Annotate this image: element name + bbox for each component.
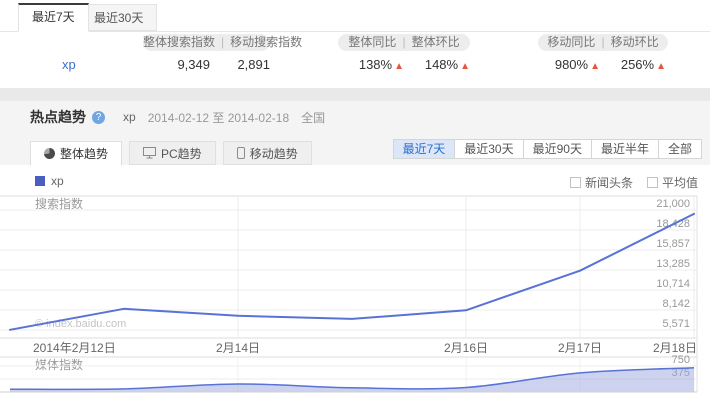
checkbox-average[interactable]: 平均值 [646,174,698,191]
y-axis-tick-label: 15,857 [656,238,690,250]
overall-mom-value: 148% ▲ [424,57,470,72]
tab-mobile-trend-label: 移动趋势 [249,146,298,161]
media-y-tick-label: 750 [672,354,690,366]
tab-overall-trend[interactable]: 整体趋势 [30,141,123,166]
x-axis-tick-label: 2月14日 [216,341,260,355]
y-axis-tick-label: 21,000 [656,198,690,210]
hot-trend-title: 热点趋势 [30,109,86,125]
range-all[interactable]: 全部 [658,139,702,159]
search-index-label: 搜索指数 [35,196,83,211]
y-axis-tick-label: 5,571 [662,318,690,330]
period-tab-bar: 最近7天 最近30天 [0,3,710,32]
up-arrow-icon: ▲ [394,61,404,72]
trend-keyword: xp [123,110,136,124]
watermark: © index.baidu.com [35,318,126,330]
media-index-line [9,366,695,391]
legend-keyword-label: xp [51,174,64,188]
tab-pc-trend[interactable]: PC趋势 [129,141,216,165]
header-overall-search-index: 整体搜索指数 [143,35,216,49]
header-mobile-yoy: 移动同比 [547,35,596,49]
header-overall-yoy: 整体同比 [348,35,397,49]
mobile-yoy-value: 980% ▲ [554,57,600,72]
overall-yoy-value: 138% ▲ [358,57,404,72]
range-last-90-days[interactable]: 最近90天 [523,139,592,159]
hot-trend-header: 热点趋势 ? xp 2014-02-12 至 2014-02-18 全国 整体趋… [0,101,710,166]
tab-last-7-days[interactable]: 最近7天 [18,3,89,32]
pie-icon [44,148,55,159]
chart-legend: xp [35,174,64,188]
mobile-search-index-value: 2,891 [237,57,270,72]
header-search-index-group: 整体搜索指数 | 移动搜索指数 [143,34,302,51]
up-arrow-icon: ▲ [656,61,666,72]
header-separator: | [402,35,406,49]
trend-chart[interactable]: 21,00018,42815,85713,28510,7148,1425,571… [0,195,710,400]
trend-region: 全国 [301,110,326,125]
checkbox-news-headlines-label: 新闻头条 [584,176,633,190]
y-axis-tick-label: 13,285 [656,258,690,270]
x-axis-tick-label: 2月17日 [558,341,602,355]
x-axis-tick-label: 2014年2月12日 [33,341,116,355]
header-overall-mom: 整体环比 [411,35,460,49]
search-trend-line [9,212,695,331]
keyword-link[interactable]: xp [62,57,76,72]
y-axis-tick-label: 10,714 [656,278,690,290]
trend-chart-card: xp 新闻头条 平均值 21,000 18,428 15,857 13,285 10,7… [0,165,710,400]
monitor-icon [143,147,157,159]
tab-last-30-days[interactable]: 最近30天 [80,4,158,31]
range-last-7-days[interactable]: 最近7天 [392,139,456,159]
range-last-half-year[interactable]: 最近半年 [591,139,659,159]
x-axis-tick-label: 2月16日 [444,341,488,355]
header-mobile-compare-group: 移动同比 | 移动环比 [538,34,668,51]
chart-overlay-options: 新闻头条 平均值 [569,174,698,191]
checkbox-icon [646,177,658,188]
section-divider [0,88,710,101]
help-icon[interactable]: ? [92,110,105,124]
header-separator: | [601,35,605,49]
trend-tab-bar: 整体趋势 PC趋势 移动趋势 [30,141,312,166]
header-mobile-search-index: 移动搜索指数 [230,35,303,49]
checkbox-news-headlines[interactable]: 新闻头条 [569,174,633,191]
header-separator: | [221,35,225,49]
mobile-icon [236,147,245,159]
media-index-area [10,367,694,392]
up-arrow-icon: ▲ [460,61,470,72]
overall-search-index-value: 9,349 [177,57,210,72]
time-range-buttons: 最近7天 最近30天 最近90天 最近半年 全部 [392,139,702,159]
trend-date-range: 2014-02-12 至 2014-02-18 [147,110,290,125]
tab-mobile-trend[interactable]: 移动趋势 [222,141,312,165]
header-mobile-mom: 移动环比 [610,35,659,49]
header-overall-compare-group: 整体同比 | 整体环比 [338,34,470,51]
range-last-30-days[interactable]: 最近30天 [455,139,524,159]
up-arrow-icon: ▲ [590,61,600,72]
hot-trend-title-row: 热点趋势 ? xp 2014-02-12 至 2014-02-18 全国 [30,108,325,126]
media-index-label: 媒体指数 [35,357,83,372]
summary-table: 整体搜索指数 | 移动搜索指数 整体同比 | 整体环比 移动同比 | 移动环比 xp 9,3… [0,31,710,88]
tab-overall-trend-label: 整体趋势 [60,147,109,161]
y-axis-tick-label: 8,142 [662,298,690,310]
checkbox-average-label: 平均值 [661,176,698,190]
checkbox-icon [569,177,581,188]
mobile-mom-value: 256% ▲ [620,57,666,72]
legend-color-swatch [35,176,45,186]
tab-pc-trend-label: PC趋势 [161,146,202,161]
x-axis-tick-label: 2月18日 [653,341,697,355]
